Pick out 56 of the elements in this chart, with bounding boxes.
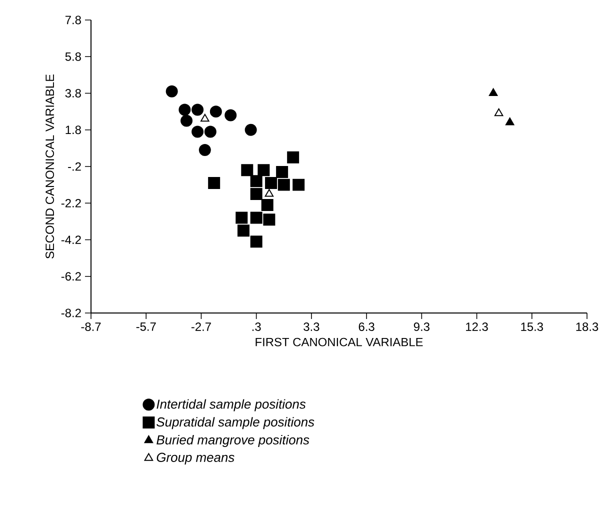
y-tick-label: 7.8 xyxy=(65,16,81,24)
x-tick-label: 9.3 xyxy=(414,322,430,331)
point xyxy=(276,166,288,178)
point xyxy=(250,236,262,248)
point xyxy=(241,164,254,176)
legend-label: Group means xyxy=(156,452,234,465)
point xyxy=(505,118,514,126)
x-axis-title: FIRST CANONICAL VARIABLE xyxy=(256,338,423,346)
y-tick-label: -2.2 xyxy=(61,198,81,208)
point xyxy=(278,178,290,191)
x-tick-label: 12.3 xyxy=(466,322,488,331)
point xyxy=(244,124,257,136)
x-tick-label: 18.3 xyxy=(576,322,598,331)
x-tick-label: -5.7 xyxy=(136,322,156,331)
point xyxy=(198,144,211,156)
point xyxy=(166,85,178,98)
point xyxy=(192,104,204,116)
point xyxy=(178,104,191,116)
y-tick-label: 1.8 xyxy=(66,126,81,134)
point xyxy=(263,214,276,226)
point xyxy=(237,224,250,237)
point xyxy=(258,164,270,176)
x-tick-label: -2.7 xyxy=(191,322,211,331)
legend-label: Supratidal sample positions xyxy=(156,417,314,430)
point xyxy=(292,178,305,191)
point xyxy=(265,176,278,189)
point xyxy=(250,212,262,224)
legend-label: Buried mangrove positions xyxy=(156,434,310,448)
y-tick-label: -6.2 xyxy=(61,272,81,281)
y-axis-title: SECOND CANONICAL VARIABLE xyxy=(46,74,54,259)
legend-label: Intertidal sample positions xyxy=(156,399,306,412)
point xyxy=(250,188,262,200)
x-tick-label: 6.3 xyxy=(358,322,374,331)
point xyxy=(192,126,204,138)
point xyxy=(180,114,193,127)
y-tick-label: -.2 xyxy=(68,162,81,171)
point xyxy=(208,176,220,189)
point xyxy=(264,188,274,197)
point xyxy=(200,114,210,122)
y-tick-label: -4.2 xyxy=(61,236,81,244)
point xyxy=(261,198,274,211)
y-tick-label: 5.8 xyxy=(65,52,81,61)
y-tick-label: -8.2 xyxy=(61,308,81,318)
point xyxy=(210,106,222,118)
point xyxy=(488,88,498,96)
y-tick-label: 3.8 xyxy=(65,89,81,98)
point xyxy=(236,212,248,224)
point xyxy=(250,175,262,188)
point xyxy=(287,151,300,164)
x-tick-label: 3.3 xyxy=(304,322,320,331)
point xyxy=(494,108,504,116)
x-tick-label: .3 xyxy=(252,322,261,331)
point xyxy=(224,109,237,122)
x-tick-label: -8.7 xyxy=(81,322,101,331)
x-tick-label: 15.3 xyxy=(521,322,543,331)
point xyxy=(204,126,216,138)
